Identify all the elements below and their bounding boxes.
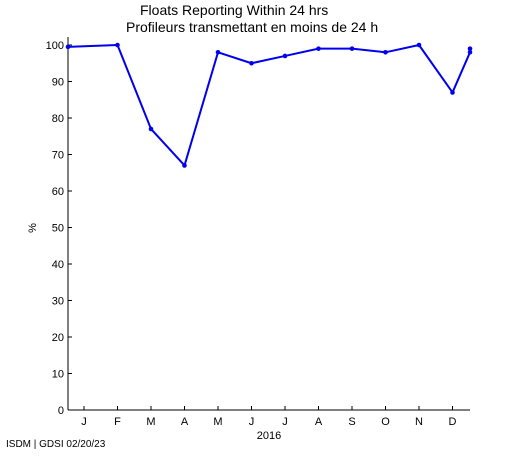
x-tick-label: M: [213, 416, 222, 428]
x-tick-label: N: [415, 416, 423, 428]
data-point: [148, 126, 154, 132]
x-tick-label: J: [282, 416, 288, 428]
data-point: [467, 46, 473, 51]
data-point: [215, 50, 221, 55]
y-tick-label: 0: [58, 405, 64, 417]
data-point: [282, 53, 288, 59]
data-point: [383, 50, 388, 55]
data-point: [182, 163, 187, 168]
data-point: [416, 42, 422, 48]
y-axis-label: %: [27, 223, 39, 233]
data-point: [115, 42, 120, 48]
x-tick-label: S: [348, 416, 355, 428]
data-point: [316, 46, 321, 51]
y-tick-label: 100: [46, 40, 64, 52]
chart-subtitle: Profileurs transmettant en moins de 24 h: [126, 19, 379, 35]
data-point: [450, 90, 455, 95]
y-tick-label: 30: [52, 296, 64, 308]
x-tick-label: D: [449, 416, 457, 428]
y-tick-label: 50: [52, 223, 64, 235]
x-tick-label: A: [181, 416, 189, 428]
data-point: [249, 60, 254, 66]
footer-credit: ISDM | GDSI 02/20/23: [6, 439, 106, 450]
x-tick-label: A: [315, 416, 323, 428]
series-layer: [65, 42, 473, 168]
y-tick-label: 60: [52, 186, 64, 198]
axes: [67, 37, 470, 411]
data-point: [65, 44, 71, 50]
data-point: [349, 46, 355, 51]
data-point: [467, 50, 473, 55]
x-axis-label: 2016: [257, 430, 281, 442]
y-tick-label: 40: [52, 259, 64, 271]
series-line: [67, 44, 471, 167]
axis-labels: 0 10 20 30 40 50 60 70 80 90 100 J F M A M J J A S O N D 2016%: [27, 40, 457, 442]
chart-title: Floats Reporting Within 24 hrs: [140, 2, 329, 18]
x-tick-label: J: [249, 416, 255, 428]
x-tick-label: M: [146, 416, 155, 428]
y-tick-label: 20: [52, 332, 64, 344]
y-tick-label: 70: [52, 150, 64, 162]
y-tick-label: 90: [52, 77, 64, 89]
y-tick-label: 80: [52, 113, 64, 125]
x-tick-label: F: [114, 416, 121, 428]
y-tick-label: 10: [52, 369, 64, 381]
x-tick-label: O: [381, 416, 390, 428]
x-tick-label: J: [81, 416, 87, 428]
